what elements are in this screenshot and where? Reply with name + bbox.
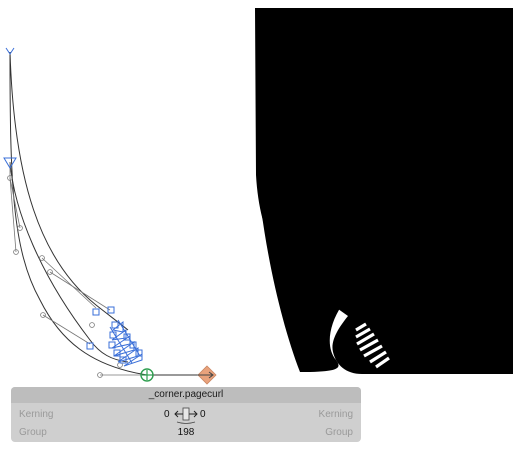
left-group-label[interactable]: Group (19, 427, 47, 438)
glyph-info-panel: _corner.pagecurl Kerning Group Kerning G… (11, 387, 361, 442)
right-sidebearing-value[interactable]: 0 (200, 409, 206, 420)
glyph-preview (255, 8, 513, 374)
sidebearing-arrows-icon (174, 407, 198, 424)
left-sidebearing-value[interactable]: 0 (164, 409, 170, 420)
node-square[interactable] (92, 308, 100, 316)
node-square[interactable] (86, 342, 94, 350)
preview-curl-stripes (355, 322, 390, 369)
outline-nodes (3, 47, 143, 367)
outline-outer-path (9, 51, 148, 376)
outline-inner-path (9, 51, 129, 331)
corner-node-icon[interactable] (3, 157, 17, 169)
glyph-name-label: _corner.pagecurl (11, 387, 361, 403)
glyph-outline (9, 51, 207, 376)
glyph-width-value[interactable]: 198 (177, 427, 195, 438)
right-group-label[interactable]: Group (325, 427, 353, 438)
preview-curl-shape (256, 160, 342, 372)
glyph-edit-canvas[interactable] (0, 0, 524, 385)
outline-curl-path (9, 161, 129, 363)
control-handles (7, 162, 147, 378)
anchor-marker-icon[interactable] (197, 365, 217, 385)
start-node-icon[interactable] (140, 368, 154, 382)
node-square[interactable] (107, 306, 115, 314)
stripe-node-cluster[interactable] (108, 319, 143, 367)
top-node-icon[interactable] (5, 47, 15, 55)
right-kerning-group-label[interactable]: Kerning (318, 409, 353, 420)
preview-black-shape (255, 8, 513, 374)
left-kerning-group-label[interactable]: Kerning (19, 409, 54, 420)
